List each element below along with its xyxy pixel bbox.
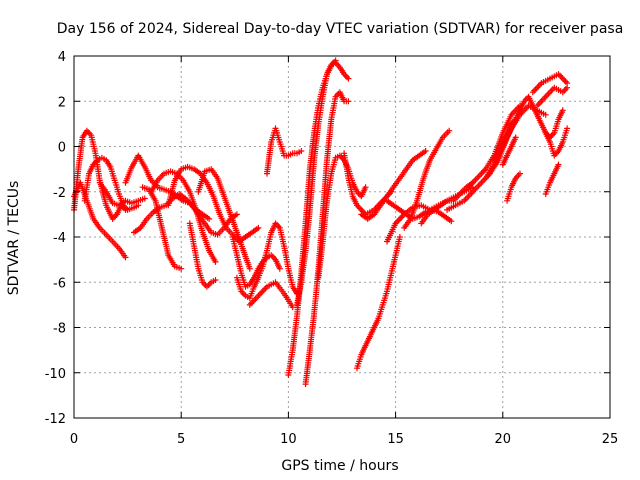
data-point-marker bbox=[298, 148, 305, 154]
series-sat-track-36 bbox=[499, 134, 519, 168]
data-point-marker bbox=[141, 195, 148, 202]
data-point-marker bbox=[396, 234, 403, 240]
x-tick-label: 15 bbox=[387, 432, 404, 447]
data-point-marker bbox=[564, 125, 571, 132]
data-point-marker bbox=[212, 277, 219, 283]
series-sat-track-12 bbox=[229, 234, 283, 290]
series-sat-track-18 bbox=[302, 89, 352, 388]
series-sat-track-30 bbox=[491, 107, 523, 164]
series-sat-track-35 bbox=[504, 170, 523, 204]
data-point-marker bbox=[512, 134, 519, 141]
y-tick-label: 4 bbox=[58, 50, 66, 65]
series-sat-track-11 bbox=[195, 166, 253, 272]
data-point-marker bbox=[555, 161, 562, 168]
y-tick-label: 0 bbox=[58, 141, 66, 156]
series-sat-track-9 bbox=[165, 163, 262, 245]
series-sat-track-3 bbox=[81, 154, 142, 213]
data-point-marker bbox=[276, 265, 283, 272]
y-tick-label: -6 bbox=[53, 276, 66, 291]
data-point-marker bbox=[345, 75, 352, 82]
data-point-marker bbox=[564, 84, 571, 91]
data-point-marker bbox=[345, 98, 352, 105]
tick-labels: 0 5 10 15 20 25 -12 -10 -8 -6 -4 -2 0 2 4 bbox=[45, 50, 619, 447]
series-sat-track-1 bbox=[71, 127, 129, 222]
data-point-marker bbox=[446, 127, 453, 134]
data-point-marker bbox=[122, 254, 129, 261]
y-tick-label: -10 bbox=[45, 367, 66, 382]
series-sat-track-15 bbox=[264, 125, 305, 177]
y-tick-label: -2 bbox=[53, 186, 66, 201]
data-point-marker bbox=[362, 184, 369, 191]
series-sat-track-21 bbox=[354, 234, 403, 372]
grid bbox=[74, 56, 610, 418]
axis-ticks bbox=[73, 55, 611, 419]
x-tick-label: 0 bbox=[70, 432, 78, 447]
y-tick-label: -4 bbox=[53, 231, 66, 246]
series-sat-track-28 bbox=[465, 102, 523, 191]
data-point-marker bbox=[212, 258, 219, 265]
series-sat-track-32 bbox=[529, 71, 571, 96]
series-sat-track-8 bbox=[148, 168, 219, 265]
series-sat-track-33 bbox=[534, 84, 571, 109]
chart-title: Day 156 of 2024, Sidereal Day-to-day VTE… bbox=[57, 21, 624, 37]
data-point-marker bbox=[559, 107, 566, 114]
data-point-marker bbox=[542, 111, 549, 118]
x-tick-label: 10 bbox=[280, 432, 297, 447]
series-sat-track-4 bbox=[96, 179, 148, 209]
series-sat-track-34 bbox=[542, 125, 571, 159]
series-sat-track-25 bbox=[401, 127, 453, 231]
data-point-marker bbox=[178, 265, 185, 272]
series-sat-track-17 bbox=[294, 59, 352, 308]
x-tick-label: 5 bbox=[177, 432, 185, 447]
data-point-marker bbox=[206, 215, 213, 222]
series-sat-track-20 bbox=[341, 150, 395, 218]
data-point-marker bbox=[517, 170, 523, 177]
data-points bbox=[71, 57, 571, 388]
y-tick-label: 2 bbox=[58, 95, 66, 110]
data-point-marker bbox=[448, 218, 455, 225]
series-sat-track-10 bbox=[186, 220, 219, 290]
series-sat-track-13 bbox=[233, 220, 300, 302]
data-point-marker bbox=[255, 224, 262, 231]
x-axis-title: GPS time / hours bbox=[281, 458, 398, 474]
y-axis-title: SDTVAR / TECUs bbox=[6, 181, 22, 296]
data-point-marker bbox=[233, 211, 240, 218]
series-sat-track-22 bbox=[358, 148, 429, 222]
series-sat-track-37 bbox=[542, 161, 562, 197]
data-point-marker bbox=[422, 148, 429, 154]
y-tick-label: -12 bbox=[45, 412, 66, 427]
y-tick-label: -8 bbox=[53, 322, 66, 337]
data-point-marker bbox=[246, 265, 253, 272]
data-point-marker bbox=[289, 304, 296, 311]
series-sat-track-14 bbox=[246, 279, 296, 311]
x-tick-label: 20 bbox=[495, 432, 512, 447]
x-tick-label: 25 bbox=[602, 432, 619, 447]
